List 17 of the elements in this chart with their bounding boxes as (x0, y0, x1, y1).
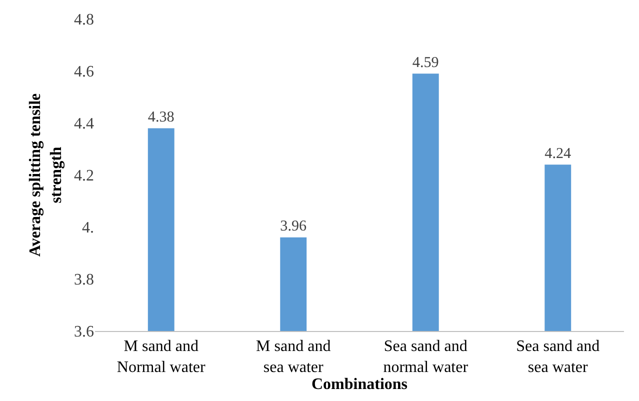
x-tick-label: Sea sand and sea water (516, 338, 600, 376)
x-tick-label: M sand and sea water (256, 338, 331, 376)
x-axis-title: Combinations (311, 376, 408, 393)
x-tick-label: Sea sand and normal water (383, 338, 469, 376)
y-tick-label: 3.8 (74, 272, 94, 289)
y-tick-label: 4.6 (74, 64, 94, 81)
y-tick-label: 4.4 (74, 116, 94, 133)
data-label: 4.38 (148, 109, 174, 126)
y-tick-label: 3.6 (74, 324, 94, 341)
data-label: 4.24 (544, 146, 572, 162)
y-tick-label: 4.2 (74, 168, 94, 185)
y-axis-title: Average splitting tensile strength (27, 93, 65, 257)
x-tick-label: M sand and Normal water (116, 338, 206, 376)
y-tick-label: 4. (82, 220, 94, 237)
y-tick-label: 4.8 (74, 12, 94, 29)
data-label: 4.59 (412, 54, 439, 71)
data-label: 3.96 (280, 218, 308, 235)
